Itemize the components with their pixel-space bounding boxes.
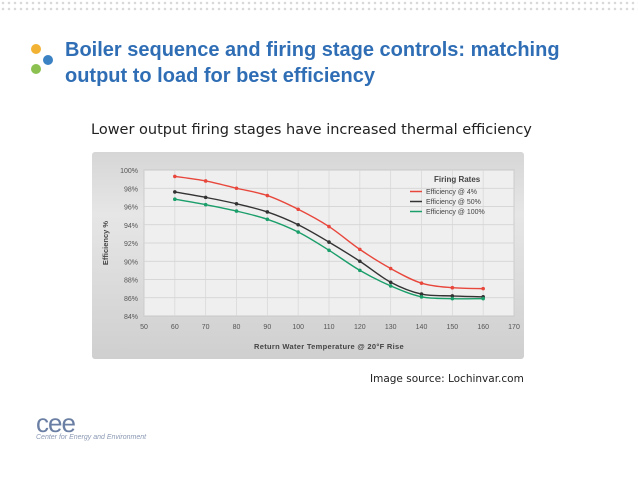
y-axis-label: Efficiency % [101,221,110,266]
series-point-2 [296,230,300,234]
series-point-2 [265,217,270,222]
series-point-0 [173,174,177,179]
cee-logo: cee Center for Energy and Environment [36,408,156,444]
series-point-2 [203,202,208,207]
y-tick-label: 92% [124,241,138,248]
x-tick-label: 100 [292,324,304,331]
x-tick-label: 110 [323,324,334,331]
series-point-0 [327,224,331,229]
series-point-0 [450,285,455,290]
y-tick-label: 96% [124,205,138,212]
series-point-2 [388,284,393,288]
x-tick-label: 120 [354,324,366,331]
series-point-0 [419,281,424,285]
series-point-1 [265,210,270,214]
x-tick-label: 130 [385,324,397,331]
series-point-2 [173,197,177,201]
series-point-1 [358,259,362,264]
x-tick-label: 60 [171,324,179,331]
x-tick-label: 140 [416,324,428,331]
series-point-2 [450,296,455,301]
x-tick-label: 150 [446,324,458,331]
image-source: Image source: Lochinvar.com [370,373,524,385]
series-point-2 [481,296,485,301]
legend-label-0: Efficiency @ 4% [426,189,477,196]
x-tick-label: 170 [508,324,520,331]
series-point-0 [234,186,239,191]
series-point-0 [358,247,362,252]
logo-tagline: Center for Energy and Environment [36,434,147,441]
series-point-1 [388,280,393,285]
slide-subtitle: Lower output firing stages have increase… [91,122,532,138]
y-tick-label: 100% [120,168,138,175]
bullet-dot-green [31,64,41,74]
series-point-2 [327,248,331,253]
x-tick-label: 80 [233,324,241,331]
bullet-dot-yellow [31,44,41,54]
series-point-0 [388,266,393,271]
y-tick-label: 86% [124,296,138,303]
series-point-0 [265,193,270,198]
series-point-1 [203,195,208,200]
x-tick-label: 90 [263,324,271,331]
series-point-1 [419,292,424,296]
series-point-0 [296,207,300,212]
y-tick-label: 98% [124,186,138,193]
series-point-2 [358,268,362,273]
series-point-2 [419,295,424,299]
logo-wordmark: cee [36,408,76,438]
top-dotted-border [0,0,638,12]
x-axis-label: Return Water Temperature @ 20°F Rise [254,342,404,351]
series-point-1 [450,294,455,298]
slide-title: Boiler sequence and firing stage control… [65,39,560,87]
legend-label-2: Efficiency @ 100% [426,209,485,216]
legend-label-1: Efficiency @ 50% [426,199,481,206]
y-tick-label: 90% [124,259,138,266]
x-tick-label: 50 [140,324,148,331]
bullet-dot-blue [43,55,53,65]
series-point-0 [481,286,485,291]
y-tick-label: 84% [124,314,138,321]
chart-panel: 84% 86% 88% 90% 92% 94% 96% 98% 100% 50 60 70 80 90 10… [92,152,524,359]
x-tick-label: 70 [202,324,210,331]
series-point-1 [173,190,177,194]
series-point-2 [234,209,239,213]
y-tick-label: 94% [124,223,138,230]
x-tick-label: 160 [477,324,489,331]
series-point-1 [327,240,331,244]
legend-title: Firing Rates [434,175,481,184]
y-tick-label: 88% [124,278,138,285]
series-point-0 [203,179,208,183]
series-point-1 [234,201,239,206]
efficiency-chart: 84% 86% 88% 90% 92% 94% 96% 98% 100% 50 60 70 80 90 10… [101,168,520,351]
series-point-1 [296,222,300,227]
